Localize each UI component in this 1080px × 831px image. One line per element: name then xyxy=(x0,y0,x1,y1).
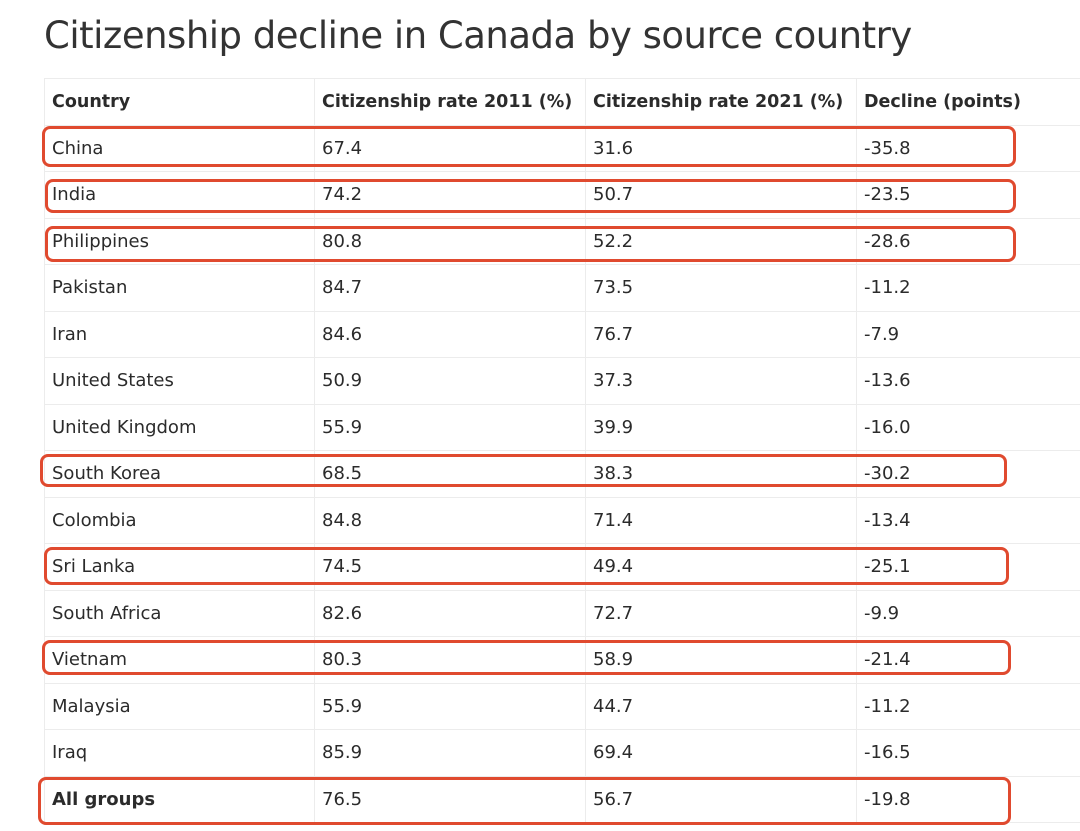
cell-decline: -9.9 xyxy=(856,590,1080,637)
cell-country: Sri Lanka xyxy=(44,543,315,591)
cell-decline: -23.5 xyxy=(856,171,1080,219)
cell-rate-2011: 67.4 xyxy=(314,125,586,172)
cell-rate-2011: 84.7 xyxy=(314,264,586,312)
table-row: Colombia 84.8 71.4 -13.4 xyxy=(44,497,1080,544)
cell-rate-2011: 74.2 xyxy=(314,171,586,219)
table-row: Sri Lanka 74.5 49.4 -25.1 xyxy=(44,543,1080,591)
header-rate-2021: Citizenship rate 2021 (%) xyxy=(585,78,857,126)
cell-rate-2011: 84.6 xyxy=(314,311,586,358)
cell-rate-2021: 44.7 xyxy=(585,683,857,730)
cell-decline: -11.2 xyxy=(856,683,1080,730)
cell-country: India xyxy=(44,171,315,219)
cell-decline: -25.1 xyxy=(856,543,1080,591)
cell-rate-2011: 50.9 xyxy=(314,357,586,405)
cell-country: South Africa xyxy=(44,590,315,637)
cell-decline: -30.2 xyxy=(856,450,1080,498)
cell-decline: -16.0 xyxy=(856,404,1080,451)
table-row: Iran 84.6 76.7 -7.9 xyxy=(44,311,1080,358)
cell-decline: -28.6 xyxy=(856,218,1080,265)
cell-decline: -13.4 xyxy=(856,497,1080,544)
cell-decline: -19.8 xyxy=(856,776,1080,823)
table-row: Malaysia 55.9 44.7 -11.2 xyxy=(44,683,1080,730)
cell-country: China xyxy=(44,125,315,172)
table-row: India 74.2 50.7 -23.5 xyxy=(44,171,1080,219)
cell-rate-2021: 49.4 xyxy=(585,543,857,591)
cell-decline: -35.8 xyxy=(856,125,1080,172)
cell-rate-2021: 73.5 xyxy=(585,264,857,312)
cell-rate-2021: 37.3 xyxy=(585,357,857,405)
cell-rate-2021: 69.4 xyxy=(585,729,857,777)
cell-decline: -21.4 xyxy=(856,636,1080,684)
cell-rate-2011: 80.3 xyxy=(314,636,586,684)
table-row: Vietnam 80.3 58.9 -21.4 xyxy=(44,636,1080,684)
page-title: Citizenship decline in Canada by source … xyxy=(44,14,912,57)
cell-rate-2021: 71.4 xyxy=(585,497,857,544)
cell-rate-2011: 76.5 xyxy=(314,776,586,823)
cell-rate-2011: 68.5 xyxy=(314,450,586,498)
table-row: South Africa 82.6 72.7 -9.9 xyxy=(44,590,1080,637)
cell-rate-2021: 31.6 xyxy=(585,125,857,172)
cell-country: United States xyxy=(44,357,315,405)
cell-rate-2021: 52.2 xyxy=(585,218,857,265)
cell-country: All groups xyxy=(44,776,315,823)
cell-rate-2011: 82.6 xyxy=(314,590,586,637)
cell-country: Vietnam xyxy=(44,636,315,684)
cell-country: Malaysia xyxy=(44,683,315,730)
cell-decline: -16.5 xyxy=(856,729,1080,777)
table-row: United States 50.9 37.3 -13.6 xyxy=(44,357,1080,405)
table-row: Iraq 85.9 69.4 -16.5 xyxy=(44,729,1080,777)
table-row: Philippines 80.8 52.2 -28.6 xyxy=(44,218,1080,265)
cell-country: Colombia xyxy=(44,497,315,544)
cell-decline: -7.9 xyxy=(856,311,1080,358)
cell-rate-2021: 38.3 xyxy=(585,450,857,498)
cell-rate-2021: 39.9 xyxy=(585,404,857,451)
cell-country: Pakistan xyxy=(44,264,315,312)
header-country: Country xyxy=(44,78,315,126)
table-row: Pakistan 84.7 73.5 -11.2 xyxy=(44,264,1080,312)
table-row: South Korea 68.5 38.3 -30.2 xyxy=(44,450,1080,498)
cell-rate-2011: 74.5 xyxy=(314,543,586,591)
cell-rate-2021: 56.7 xyxy=(585,776,857,823)
cell-rate-2011: 55.9 xyxy=(314,404,586,451)
cell-rate-2011: 84.8 xyxy=(314,497,586,544)
table-row: China 67.4 31.6 -35.8 xyxy=(44,125,1080,172)
header-decline: Decline (points) xyxy=(856,78,1080,126)
cell-rate-2021: 58.9 xyxy=(585,636,857,684)
cell-rate-2011: 55.9 xyxy=(314,683,586,730)
cell-decline: -13.6 xyxy=(856,357,1080,405)
cell-decline: -11.2 xyxy=(856,264,1080,312)
cell-country: Iran xyxy=(44,311,315,358)
cell-rate-2011: 80.8 xyxy=(314,218,586,265)
cell-country: United Kingdom xyxy=(44,404,315,451)
table-row: United Kingdom 55.9 39.9 -16.0 xyxy=(44,404,1080,451)
cell-rate-2021: 72.7 xyxy=(585,590,857,637)
table-total-row: All groups 76.5 56.7 -19.8 xyxy=(44,776,1080,823)
header-rate-2011: Citizenship rate 2011 (%) xyxy=(314,78,586,126)
cell-rate-2011: 85.9 xyxy=(314,729,586,777)
citizenship-table: Country Citizenship rate 2011 (%) Citize… xyxy=(44,78,1080,823)
cell-rate-2021: 50.7 xyxy=(585,171,857,219)
cell-country: Philippines xyxy=(44,218,315,265)
cell-country: South Korea xyxy=(44,450,315,498)
cell-country: Iraq xyxy=(44,729,315,777)
cell-rate-2021: 76.7 xyxy=(585,311,857,358)
table-header-row: Country Citizenship rate 2011 (%) Citize… xyxy=(44,78,1080,126)
